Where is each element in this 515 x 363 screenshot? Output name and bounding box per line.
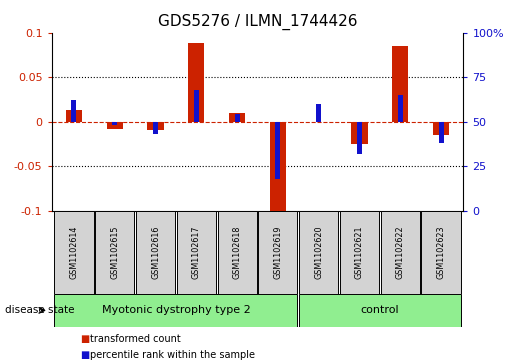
Text: percentile rank within the sample: percentile rank within the sample (90, 350, 255, 360)
Bar (340, 211, 379, 294)
Bar (229, 113, 245, 122)
Bar (95, 211, 134, 294)
Bar (136, 211, 175, 294)
Title: GDS5276 / ILMN_1744426: GDS5276 / ILMN_1744426 (158, 14, 357, 30)
Text: ■: ■ (80, 334, 89, 344)
Bar (194, 90, 199, 122)
Bar (55, 294, 298, 327)
Bar (433, 122, 449, 135)
Bar (357, 122, 362, 154)
Bar (112, 122, 117, 125)
Bar (392, 46, 408, 122)
Bar (72, 100, 76, 122)
Bar (316, 104, 321, 122)
Text: disease state: disease state (5, 305, 75, 315)
Bar (188, 43, 204, 122)
Bar (107, 122, 123, 129)
Text: GSM1102620: GSM1102620 (314, 225, 323, 279)
Text: GSM1102614: GSM1102614 (70, 225, 78, 279)
Bar (55, 211, 94, 294)
Bar (299, 211, 338, 294)
Text: Myotonic dystrophy type 2: Myotonic dystrophy type 2 (101, 305, 250, 315)
Bar (259, 211, 298, 294)
Text: transformed count: transformed count (90, 334, 181, 344)
Bar (217, 211, 256, 294)
Text: GSM1102622: GSM1102622 (396, 225, 405, 279)
Bar (421, 211, 460, 294)
Bar (276, 122, 280, 179)
Text: GSM1102619: GSM1102619 (273, 225, 282, 279)
Bar (235, 114, 239, 122)
Text: control: control (360, 305, 399, 315)
Bar (398, 95, 403, 122)
Bar (381, 211, 420, 294)
Text: GSM1102618: GSM1102618 (233, 225, 242, 279)
Bar (439, 122, 443, 143)
Bar (177, 211, 216, 294)
Text: GSM1102615: GSM1102615 (110, 225, 119, 279)
Text: GSM1102623: GSM1102623 (437, 225, 445, 279)
Bar (351, 122, 368, 144)
Text: GSM1102621: GSM1102621 (355, 225, 364, 279)
Bar (153, 122, 158, 134)
Text: GSM1102616: GSM1102616 (151, 225, 160, 279)
Text: ■: ■ (80, 350, 89, 360)
Bar (66, 110, 82, 122)
Text: GSM1102617: GSM1102617 (192, 225, 201, 279)
Bar (147, 122, 164, 131)
Bar (270, 122, 286, 211)
Bar (299, 294, 460, 327)
